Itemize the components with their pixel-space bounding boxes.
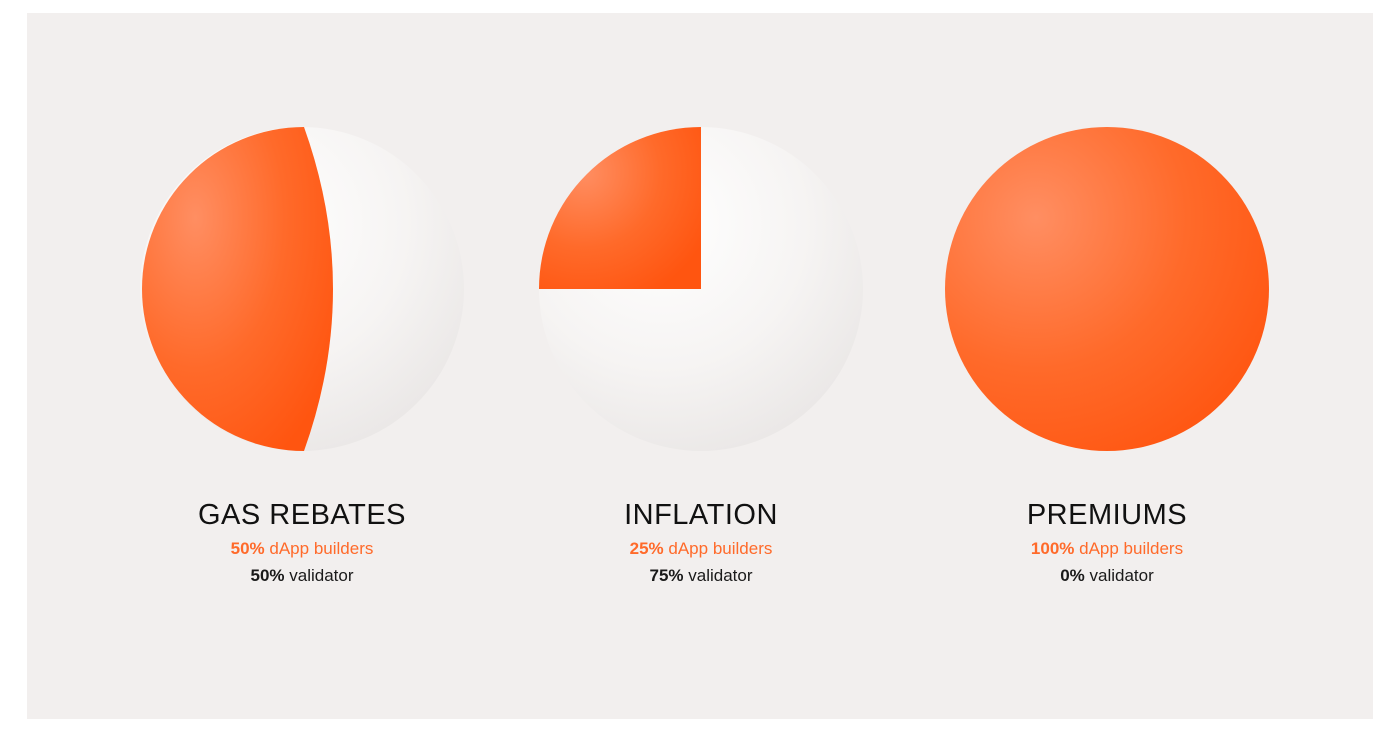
legend-validator: 0% validator	[937, 562, 1277, 589]
builders-slice	[945, 127, 1269, 451]
caption-inflation: INFLATION 25% dApp builders 75% validato…	[531, 495, 871, 589]
chart-premiums: PREMIUMS 100% dApp builders 0% validator	[937, 13, 1277, 719]
builders-slice	[142, 127, 333, 451]
legend-builders: 50% dApp builders	[132, 535, 472, 562]
legend-validator: 50% validator	[132, 562, 472, 589]
validator-percent: 75%	[649, 566, 684, 585]
sphere-inflation	[539, 127, 863, 451]
validator-percent: 0%	[1060, 566, 1085, 585]
chart-title: PREMIUMS	[1026, 499, 1188, 531]
legend-builders: 100% dApp builders	[937, 535, 1277, 562]
sphere-gas-rebates	[140, 127, 464, 451]
validator-label: validator	[688, 566, 753, 585]
sphere-premiums	[945, 127, 1269, 451]
caption-gas-rebates: GAS REBATES 50% dApp builders 50% valida…	[132, 495, 472, 589]
builders-percent: 50%	[230, 539, 265, 558]
builders-label: dApp builders	[1079, 539, 1184, 558]
builders-label: dApp builders	[269, 539, 374, 558]
legend-validator: 75% validator	[531, 562, 871, 589]
validator-percent: 50%	[250, 566, 285, 585]
caption-premiums: PREMIUMS 100% dApp builders 0% validator	[937, 495, 1277, 589]
chart-gas-rebates: GAS REBATES 50% dApp builders 50% valida…	[132, 13, 472, 719]
builders-percent: 100%	[1030, 539, 1075, 558]
builders-label: dApp builders	[668, 539, 773, 558]
chart-inflation: INFLATION 25% dApp builders 75% validato…	[531, 13, 871, 719]
validator-label: validator	[289, 566, 354, 585]
builders-slice	[539, 127, 701, 289]
legend-builders: 25% dApp builders	[531, 535, 871, 562]
chart-title: INFLATION	[624, 499, 778, 531]
validator-label: validator	[1089, 566, 1154, 585]
builders-percent: 25%	[629, 539, 664, 558]
chart-title: GAS REBATES	[197, 499, 407, 531]
chart-panel: GAS REBATES 50% dApp builders 50% valida…	[27, 13, 1373, 719]
